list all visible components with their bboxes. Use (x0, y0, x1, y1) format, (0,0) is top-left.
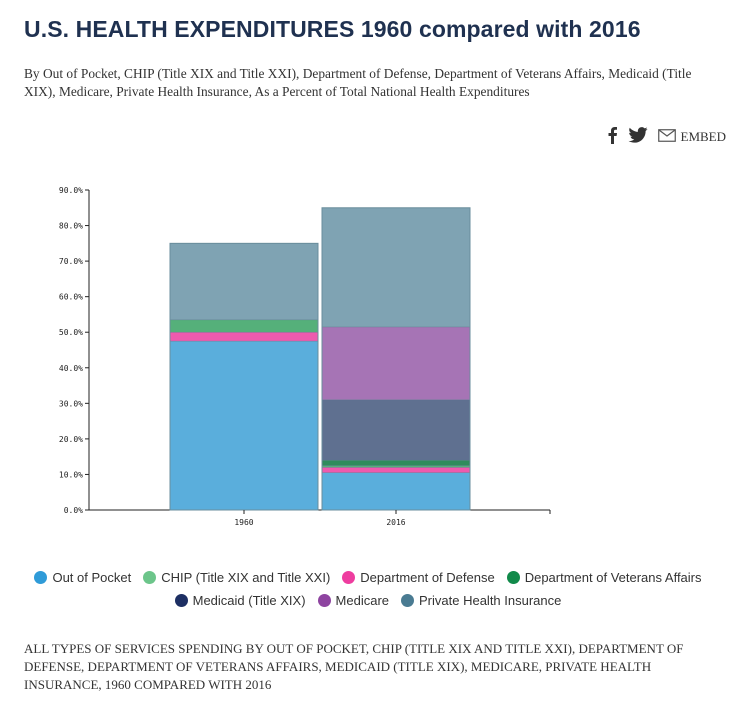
legend-swatch (401, 594, 415, 607)
bar-segment-private-health-insurance-1960 (169, 243, 319, 321)
chart-caption: ALL TYPES OF SERVICES SPENDING BY OUT OF… (24, 641, 684, 692)
stacked-bar-chart: 0.0% 10.0% 20.0% 30.0% 40.0% 50.0% 60.0% 70.0% 8… (59, 186, 551, 527)
legend-swatch (317, 594, 331, 607)
bar-segment-medicaid-title-xix--2016 (321, 399, 471, 461)
twitter-icon[interactable] (627, 127, 648, 147)
y-tick-label: 30.0% (59, 399, 83, 408)
y-tick-label: 10.0% (59, 470, 83, 479)
bar-segment-chip-title-xix-and-title-xxi--1960 (169, 319, 319, 333)
legend-swatch (342, 571, 356, 584)
legend-item-chip-title-xix-and-title-xxi-[interactable]: CHIP (Title XIX and Title XXI) (143, 570, 330, 585)
y-tick-label: 60.0% (59, 293, 83, 302)
embed-button[interactable]: EMBED (657, 128, 727, 146)
legend-label: Medicare (335, 593, 390, 608)
legend-swatch (34, 571, 48, 584)
y-tick-label: 80.0% (59, 222, 83, 231)
legend-label: Private Health Insurance (419, 593, 562, 608)
legend-swatch (143, 571, 157, 584)
embed-label: EMBED (680, 129, 727, 144)
y-tick-label: 90.0% (59, 186, 83, 195)
legend-row-2: Medicaid (Title XIX) Medicare Private Heal… (0, 593, 736, 608)
legend-item-medicaid-title-xix-[interactable]: Medicaid (Title XIX) (174, 593, 306, 608)
legend-label: CHIP (Title XIX and Title XXI) (161, 570, 331, 585)
legend-item-medicare[interactable]: Medicare (317, 593, 390, 608)
y-tick-label: 40.0% (59, 364, 83, 373)
legend-item-department-of-veterans-affairs[interactable]: Department of Veterans Affairs (506, 570, 702, 585)
legend-item-department-of-defense[interactable]: Department of Defense (342, 570, 495, 585)
bar-segment-private-health-insurance-2016 (321, 207, 471, 328)
bar-segment-out-of-pocket-2016 (321, 472, 471, 511)
legend-label: Medicaid (Title XIX) (192, 593, 306, 608)
y-tick-label: 70.0% (59, 257, 83, 266)
x-tick-label-2016: 2016 (386, 518, 405, 527)
legend-label: Department of Veterans Affairs (524, 570, 702, 585)
bar-segment-department-of-defense-2016 (321, 467, 471, 473)
bar-segment-department-of-defense-1960 (169, 331, 319, 342)
bar-segment-out-of-pocket-1960 (169, 340, 319, 511)
y-tick-label: 50.0% (59, 328, 83, 337)
email-icon[interactable] (657, 128, 676, 146)
legend-row-1: Out of Pocket CHIP (Title XIX and Title X… (0, 570, 736, 585)
y-tick-label: 20.0% (59, 435, 83, 444)
legend-label: Out of Pocket (52, 570, 132, 585)
page-title: U.S. HEALTH EXPENDITURES 1960 compared w… (24, 16, 641, 42)
bar-segment-medicare-2016 (321, 326, 471, 401)
x-tick-label-1960: 1960 (234, 518, 253, 527)
share-bar: EMBED (606, 126, 727, 148)
chart-subtitle: By Out of Pocket, CHIP (Title XIX and Ti… (24, 66, 692, 99)
legend-swatch (506, 571, 520, 584)
chart-legend: Out of Pocket CHIP (Title XIX and Title X… (0, 570, 736, 616)
facebook-icon[interactable] (606, 126, 618, 148)
bar-segment-department-of-veterans-affairs-2016 (321, 459, 471, 466)
legend-label: Department of Defense (360, 570, 495, 585)
legend-swatch (174, 594, 188, 607)
y-tick-label: 0.0% (64, 506, 83, 515)
legend-item-out-of-pocket[interactable]: Out of Pocket (34, 570, 131, 585)
legend-item-private-health-insurance[interactable]: Private Health Insurance (401, 593, 561, 608)
